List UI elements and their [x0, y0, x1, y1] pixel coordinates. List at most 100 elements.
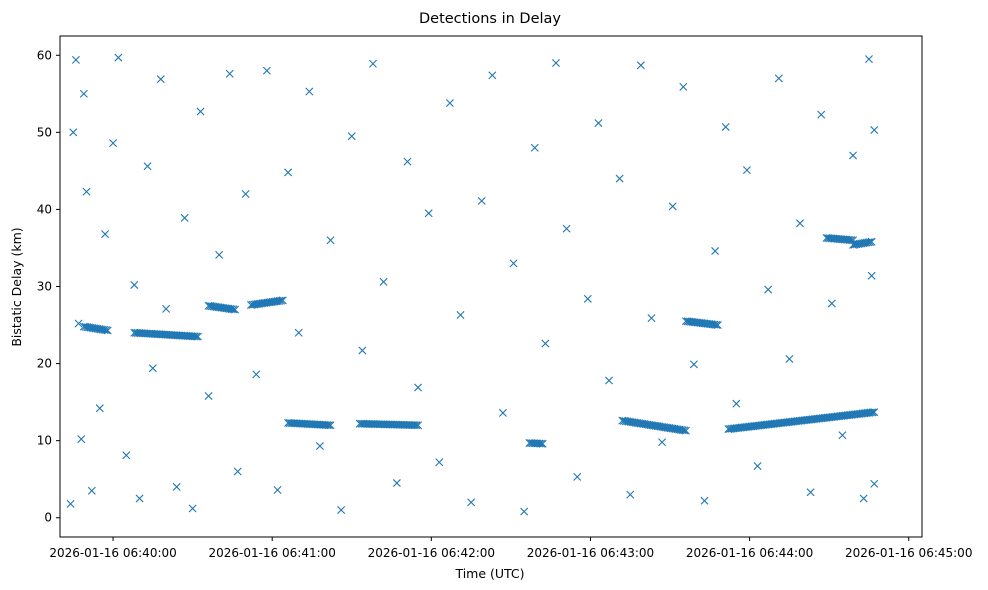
- data-point: [233, 467, 242, 476]
- data-point: [241, 190, 250, 198]
- y-tick-label: 40: [37, 202, 52, 216]
- track-point: [192, 332, 201, 341]
- data-point: [66, 499, 75, 508]
- data-point: [573, 472, 582, 481]
- data-point: [148, 364, 157, 373]
- track-point: [229, 305, 238, 314]
- data-point: [347, 132, 356, 141]
- data-point: [477, 196, 486, 205]
- data-point: [867, 271, 876, 280]
- data-point: [488, 71, 497, 80]
- data-point: [358, 346, 367, 355]
- track-point: [323, 421, 332, 430]
- data-point: [122, 451, 131, 460]
- track-point: [190, 332, 199, 341]
- data-point: [668, 202, 677, 211]
- data-point: [721, 122, 730, 131]
- x-tick-label: 2026-01-16 06:40:00: [49, 546, 176, 560]
- track-point: [710, 320, 719, 329]
- track-point: [275, 296, 284, 305]
- data-point: [196, 107, 205, 116]
- data-point: [215, 250, 224, 259]
- track-point: [326, 421, 335, 430]
- data-point: [130, 280, 139, 289]
- track-point: [712, 320, 721, 329]
- data-point: [626, 490, 635, 499]
- data-point: [135, 494, 144, 503]
- data-point: [392, 479, 401, 488]
- data-point: [326, 236, 335, 245]
- data-point: [77, 435, 86, 444]
- data-point: [368, 59, 377, 68]
- data-point: [305, 87, 314, 96]
- data-point: [172, 482, 181, 491]
- data-point: [95, 404, 104, 413]
- data-point: [403, 157, 412, 166]
- data-point: [252, 370, 261, 379]
- data-point: [615, 174, 624, 183]
- data-point: [79, 89, 88, 98]
- data-point: [273, 485, 282, 494]
- track-point: [867, 237, 876, 246]
- data-point: [647, 314, 656, 323]
- track-point: [681, 426, 690, 435]
- x-tick-label: 2026-01-16 06:45:00: [845, 546, 972, 560]
- data-point: [583, 294, 592, 303]
- track-point: [278, 296, 287, 305]
- data-point: [806, 488, 815, 497]
- track-point: [870, 408, 879, 417]
- track-point: [277, 296, 286, 305]
- data-point: [520, 507, 529, 516]
- data-point: [817, 110, 826, 119]
- data-point: [551, 58, 560, 67]
- data-point: [679, 82, 688, 91]
- data-point: [162, 304, 171, 313]
- data-point: [315, 442, 324, 451]
- data-point: [700, 496, 709, 505]
- data-point: [509, 259, 518, 268]
- track-point: [102, 326, 111, 335]
- data-point: [284, 168, 293, 177]
- data-point: [180, 213, 189, 222]
- data-point: [114, 53, 123, 62]
- data-point: [689, 360, 698, 369]
- data-point: [262, 66, 271, 75]
- track-point: [324, 421, 333, 430]
- data-point: [109, 139, 118, 148]
- x-tick-label: 2026-01-16 06:44:00: [686, 546, 813, 560]
- data-point: [711, 247, 720, 256]
- data-point: [379, 277, 388, 286]
- track-point: [414, 421, 423, 430]
- track-point: [100, 325, 109, 334]
- data-point: [82, 187, 91, 196]
- track-point: [537, 439, 546, 448]
- data-point: [774, 74, 783, 83]
- data-point: [435, 458, 444, 467]
- data-point: [424, 209, 433, 218]
- data-point: [594, 119, 603, 128]
- x-tick-label: 2026-01-16 06:42:00: [368, 546, 495, 560]
- data-point: [69, 128, 78, 137]
- x-tick-label: 2026-01-16 06:43:00: [527, 546, 654, 560]
- track-point: [868, 408, 877, 417]
- track-point: [680, 426, 689, 435]
- data-point: [605, 376, 614, 385]
- data-point: [498, 408, 507, 417]
- data-point: [742, 166, 751, 175]
- data-point: [530, 143, 539, 152]
- data-point: [864, 55, 873, 64]
- track-point: [231, 305, 240, 314]
- track-point: [193, 332, 202, 341]
- data-point: [562, 224, 571, 233]
- track-point: [410, 421, 419, 430]
- data-point: [870, 479, 879, 488]
- data-point: [753, 462, 762, 471]
- data-point: [541, 339, 550, 348]
- data-point: [225, 69, 234, 78]
- data-point: [785, 354, 794, 363]
- track-point: [847, 236, 856, 245]
- data-points: [66, 53, 879, 516]
- data-point: [204, 391, 213, 400]
